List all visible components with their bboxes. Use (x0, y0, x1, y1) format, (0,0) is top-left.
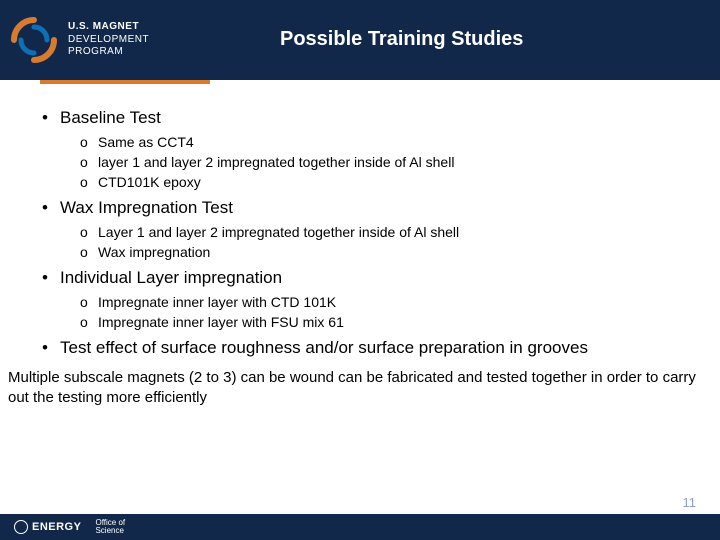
sub-list: oSame as CCT4 olayer 1 and layer 2 impre… (42, 134, 690, 190)
sub-label: Impregnate inner layer with FSU mix 61 (98, 314, 344, 330)
sub-label: Layer 1 and layer 2 impregnated together… (98, 224, 459, 240)
logo-line2: DEVELOPMENT (68, 34, 149, 47)
sub-list-item: oImpregnate inner layer with FSU mix 61 (80, 314, 690, 330)
sub-list-item: olayer 1 and layer 2 impregnated togethe… (80, 154, 690, 170)
list-item: • Wax Impregnation Test oLayer 1 and lay… (42, 198, 690, 260)
office-line2: Science (95, 527, 125, 535)
office-label: Office of Science (95, 519, 125, 535)
sub-bullet-icon: o (80, 314, 98, 330)
bullet-label: Wax Impregnation Test (60, 198, 233, 218)
sub-bullet-icon: o (80, 244, 98, 260)
sub-label: CTD101K epoxy (98, 174, 201, 190)
logo-text: U.S. MAGNET DEVELOPMENT PROGRAM (68, 21, 149, 59)
header-bar: U.S. MAGNET DEVELOPMENT PROGRAM Possible… (0, 0, 720, 80)
sub-label: Same as CCT4 (98, 134, 194, 150)
logo-ring-icon (10, 16, 58, 64)
footer-bar: ENERGY Office of Science (0, 514, 720, 540)
bullet-list: • Baseline Test oSame as CCT4 olayer 1 a… (30, 108, 690, 358)
list-item: • Individual Layer impregnation oImpregn… (42, 268, 690, 330)
sub-label: Wax impregnation (98, 244, 210, 260)
sub-list: oLayer 1 and layer 2 impregnated togethe… (42, 224, 690, 260)
logo-line3: PROGRAM (68, 46, 149, 59)
sub-list: oImpregnate inner layer with CTD 101K oI… (42, 294, 690, 330)
list-item: • Baseline Test oSame as CCT4 olayer 1 a… (42, 108, 690, 190)
sub-label: Impregnate inner layer with CTD 101K (98, 294, 336, 310)
slide-content: • Baseline Test oSame as CCT4 olayer 1 a… (0, 80, 720, 358)
sub-bullet-icon: o (80, 294, 98, 310)
list-item: • Test effect of surface roughness and/o… (42, 338, 690, 358)
sub-bullet-icon: o (80, 154, 98, 170)
sub-list-item: oImpregnate inner layer with CTD 101K (80, 294, 690, 310)
sub-list-item: oSame as CCT4 (80, 134, 690, 150)
bullet-dot-icon: • (42, 198, 60, 218)
bullet-label: Test effect of surface roughness and/or … (60, 338, 588, 358)
sub-label: layer 1 and layer 2 impregnated together… (98, 154, 454, 170)
page-number: 11 (683, 495, 697, 510)
bullet-dot-icon: • (42, 268, 60, 288)
bullet-dot-icon: • (42, 108, 60, 128)
logo-line1: U.S. MAGNET (68, 21, 149, 34)
header-accent-underline (40, 80, 210, 84)
sub-list-item: oLayer 1 and layer 2 impregnated togethe… (80, 224, 690, 240)
sub-list-item: oCTD101K epoxy (80, 174, 690, 190)
bullet-dot-icon: • (42, 338, 60, 358)
sub-bullet-icon: o (80, 174, 98, 190)
energy-seal-icon (14, 520, 28, 534)
footnote-text: Multiple subscale magnets (2 to 3) can b… (0, 364, 720, 407)
slide-title: Possible Training Studies (280, 28, 523, 51)
sub-bullet-icon: o (80, 134, 98, 150)
energy-dept-label: ENERGY (32, 521, 81, 533)
program-logo: U.S. MAGNET DEVELOPMENT PROGRAM (0, 0, 149, 80)
sub-bullet-icon: o (80, 224, 98, 240)
sub-list-item: oWax impregnation (80, 244, 690, 260)
bullet-label: Individual Layer impregnation (60, 268, 282, 288)
bullet-label: Baseline Test (60, 108, 161, 128)
